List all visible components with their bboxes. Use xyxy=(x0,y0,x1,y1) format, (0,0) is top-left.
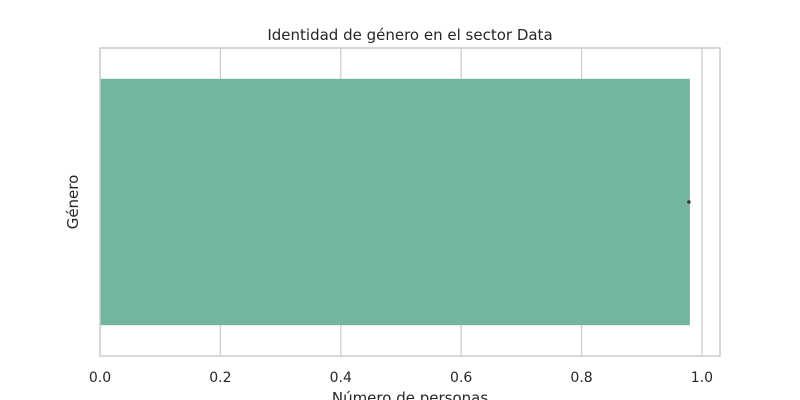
x-tick-label: 1.0 xyxy=(691,370,713,386)
error-points xyxy=(687,200,691,204)
x-axis-label: Número de personas xyxy=(332,389,488,400)
bars xyxy=(100,78,690,326)
x-tick-label: 0.2 xyxy=(209,370,231,386)
error-point xyxy=(687,200,691,204)
y-axis-label: Género xyxy=(64,175,82,230)
bar xyxy=(100,78,690,326)
chart-title: Identidad de género en el sector Data xyxy=(267,26,552,44)
x-tick-labels: 0.0 0.2 0.4 0.6 0.8 1.0 xyxy=(89,370,713,386)
plot-frame xyxy=(99,47,721,357)
x-tick-label: 0.4 xyxy=(330,370,352,386)
x-tick-label: 0.6 xyxy=(450,370,472,386)
x-tick-label: 0.0 xyxy=(89,370,111,386)
x-tick-label: 0.8 xyxy=(570,370,592,386)
